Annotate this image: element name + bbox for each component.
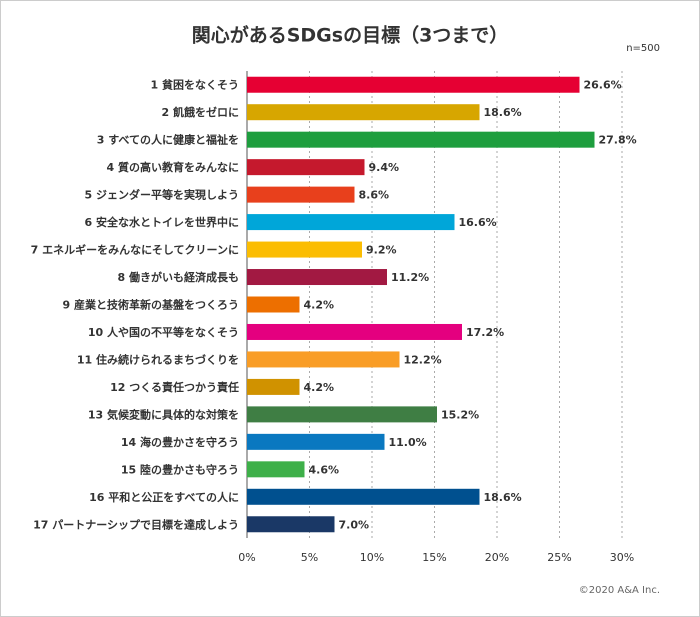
bar (247, 104, 480, 121)
y-tick-label: 11 住み続けられるまちづくりを (77, 352, 239, 366)
y-tick-label: 2 飢餓をゼロに (162, 105, 239, 119)
value-label: 18.6% (484, 106, 522, 119)
bar (247, 378, 300, 395)
bar (247, 214, 455, 231)
y-tick-label: 4 質の高い教育をみんなに (107, 160, 239, 174)
value-label: 26.6% (584, 79, 622, 92)
bar (247, 159, 365, 176)
bar (247, 296, 300, 313)
y-tick-label: 14 海の豊かさを守ろう (121, 435, 239, 449)
bar (247, 351, 400, 368)
x-tick-label: 25% (547, 551, 571, 564)
annotation: n=500 (626, 43, 660, 54)
value-label: 7.0% (339, 518, 370, 531)
value-label: 11.0% (389, 436, 427, 449)
value-label: 8.6% (359, 189, 390, 202)
value-label: 9.2% (366, 244, 397, 257)
y-tick-label: 13 気候変動に具体的な対策を (88, 407, 239, 421)
x-tick-label: 20% (485, 551, 509, 564)
bar (247, 323, 462, 340)
x-tick-label: 5% (301, 551, 318, 564)
y-tick-label: 9 産業と技術革新の基盤をつくろう (63, 298, 239, 312)
y-tick-label: 8 働きがいも経済成長も (118, 270, 239, 284)
y-tick-label: 3 すべての人に健康と福祉を (97, 133, 239, 147)
bar (247, 488, 480, 505)
y-tick-label: 15 陸の豊かさも守ろう (121, 462, 239, 476)
value-label: 27.8% (599, 134, 637, 147)
y-tick-label: 17 パートナーシップで目標を達成しよう (33, 517, 239, 531)
y-tick-label: 12 つくる責任つかう責任 (110, 380, 239, 394)
source: ©2020 A&A Inc. (579, 585, 660, 596)
y-tick-label: 6 安全な水とトイレを世界中に (85, 215, 239, 229)
value-label: 15.2% (441, 408, 479, 421)
y-tick-label: 10 人や国の不平等をなくそう (88, 325, 239, 339)
value-label: 12.2% (404, 353, 442, 366)
chart-title: 関心があるSDGsの目標（3つまで） (192, 24, 509, 47)
x-tick-label: 15% (422, 551, 446, 564)
bar (247, 406, 437, 423)
value-label: 9.4% (369, 161, 400, 174)
y-tick-label: 1 貧困をなくそう (151, 78, 239, 92)
bar (247, 131, 595, 148)
bar (247, 461, 305, 478)
y-tick-label: 5 ジェンダー平等を実現しよう (85, 188, 239, 202)
value-label: 4.2% (304, 381, 335, 394)
value-label: 16.6% (459, 216, 497, 229)
bar (247, 516, 335, 533)
value-label: 4.2% (304, 299, 335, 312)
x-tick-label: 10% (360, 551, 384, 564)
value-label: 4.6% (309, 463, 340, 476)
y-tick-label: 7 エネルギーをみんなにそしてクリーンに (31, 243, 239, 257)
x-tick-label: 30% (610, 551, 634, 564)
value-label: 18.6% (484, 491, 522, 504)
x-tick-label: 0% (238, 551, 255, 564)
value-label: 17.2% (466, 326, 504, 339)
bar (247, 241, 362, 258)
y-tick-label: 16 平和と公正をすべての人に (89, 490, 239, 504)
value-label: 11.2% (391, 271, 429, 284)
bar (247, 433, 385, 450)
bar (247, 76, 580, 93)
bar (247, 186, 355, 203)
bar (247, 269, 387, 286)
